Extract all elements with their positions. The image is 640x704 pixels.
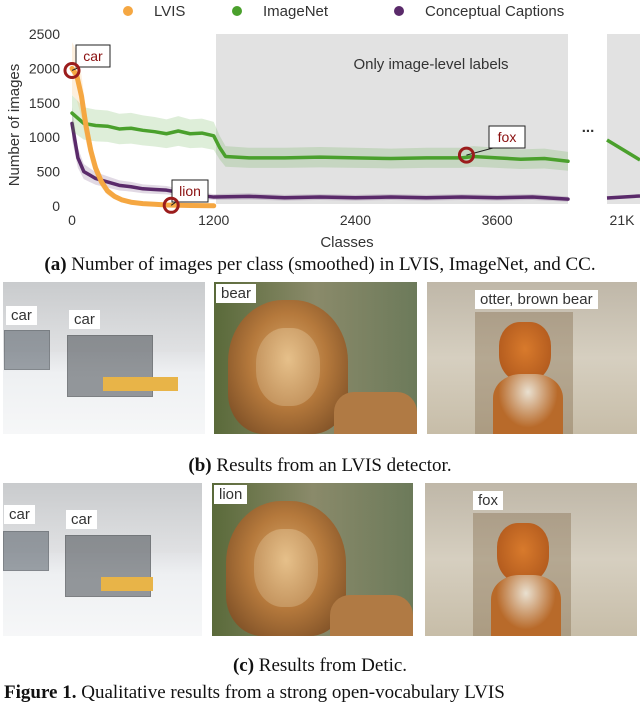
fox-body-c (491, 575, 561, 636)
series-band-1 (72, 95, 568, 171)
series-line-0 (69, 65, 217, 209)
label-fox: fox (473, 491, 504, 510)
caption-b: (b) Results from an LVIS detector. (0, 455, 640, 477)
figure-caption: Figure 1. Qualitative results from a str… (4, 682, 640, 704)
label-bear: bear (216, 284, 257, 303)
label-car-2-c: car (66, 510, 97, 529)
axis-break-ellipsis: ... (582, 119, 595, 136)
annotation-label: fox (498, 129, 517, 145)
legend-marker (123, 6, 133, 16)
annotation-marker (63, 61, 81, 79)
snowplow-image-c: car car (3, 483, 202, 636)
annotation-marker (457, 146, 475, 164)
lion-image-c: lion (212, 483, 413, 636)
car-box-1 (4, 330, 50, 370)
snowplow-image-b: car car (3, 282, 205, 434)
fox-head (499, 322, 551, 382)
legend-marker (394, 6, 404, 16)
label-otter-brown-bear: otter, brown bear (475, 290, 598, 309)
caption-b-tag: (b) (188, 455, 212, 476)
x-tick-label: 0 (68, 212, 76, 228)
caption-a-tag: (a) (44, 254, 67, 275)
plow-blade-c (101, 577, 153, 591)
y-tick-label: 2500 (29, 26, 60, 42)
fox-image-c: fox (425, 483, 637, 636)
caption-c: (c) Results from Detic. (0, 655, 640, 677)
series-line-21k-cc (606, 194, 640, 200)
annotation-marker (162, 196, 180, 214)
x-tick-label: 1200 (198, 212, 229, 228)
legend-label: LVIS (154, 3, 185, 20)
x-tick-label: 21K (610, 212, 636, 228)
series-line-1 (70, 111, 570, 164)
image-level-region (216, 34, 568, 204)
annotation-box (75, 44, 111, 68)
label-car-1: car (6, 306, 37, 325)
y-tick-label: 1500 (29, 95, 60, 111)
lion-face (256, 328, 320, 406)
annotation-box (171, 179, 209, 203)
caption-c-text: Results from Detic. (254, 655, 408, 676)
y-tick-label: 1000 (29, 129, 60, 145)
annotation-leader (170, 201, 177, 206)
caption-a-text: Number of images per class (smoothed) in… (66, 254, 596, 275)
caption-c-tag: (c) (232, 655, 255, 676)
caption-b-text: Results from an LVIS detector. (211, 455, 452, 476)
label-car-2: car (69, 310, 100, 329)
car-box-1-c (3, 531, 49, 571)
region-label: Only image-level labels (353, 56, 508, 73)
label-lion: lion (214, 485, 248, 504)
y-tick-label: 2000 (29, 60, 60, 76)
annotation-leader (466, 147, 494, 156)
x-tick-label: 3600 (482, 212, 513, 228)
legend-label: ImageNet (263, 3, 329, 20)
annotation-label: lion (179, 183, 201, 199)
series-line-21k-imagenet (606, 138, 640, 162)
annotation-label: car (83, 48, 103, 64)
images-per-class-chart: Only image-level labels ... Number of im… (6, 3, 640, 251)
y-tick-label: 0 (52, 198, 60, 214)
legend-marker (232, 6, 242, 16)
y-axis-title: Number of images (6, 64, 23, 187)
legend-label: Conceptual Captions (425, 3, 564, 20)
fox-image-b: otter, brown bear (427, 282, 637, 434)
annotation-box (488, 125, 526, 149)
label-car-1-c: car (4, 505, 35, 524)
lion-image-b: bear (214, 282, 417, 434)
fox-body (493, 374, 563, 434)
x-tick-label: 2400 (340, 212, 371, 228)
x-axis-title: Classes (320, 234, 373, 251)
image-level-region-21k (607, 34, 640, 204)
lion-face-c (254, 529, 318, 607)
plow-blade (103, 377, 178, 391)
fox-head-c (497, 523, 549, 583)
y-tick-label: 500 (37, 164, 61, 180)
caption-a: (a) Number of images per class (smoothed… (0, 254, 640, 276)
